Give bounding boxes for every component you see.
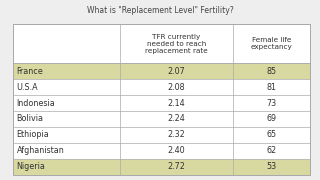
Text: 2.72: 2.72 bbox=[168, 162, 185, 171]
Text: 69: 69 bbox=[267, 114, 277, 123]
Text: Ethiopia: Ethiopia bbox=[17, 130, 49, 139]
Text: 85: 85 bbox=[267, 67, 277, 76]
Text: Female life
expectancy: Female life expectancy bbox=[251, 37, 292, 50]
Text: Indonesia: Indonesia bbox=[17, 99, 55, 108]
Text: U.S.A: U.S.A bbox=[17, 83, 38, 92]
Text: What is "Replacement Level" Fertility?: What is "Replacement Level" Fertility? bbox=[87, 6, 233, 15]
Bar bbox=[13, 127, 310, 143]
Bar bbox=[13, 111, 310, 127]
Text: 62: 62 bbox=[267, 146, 277, 155]
Bar bbox=[13, 95, 310, 111]
Text: 2.14: 2.14 bbox=[168, 99, 185, 108]
Text: 53: 53 bbox=[267, 162, 277, 171]
Bar bbox=[13, 79, 310, 95]
Text: 2.07: 2.07 bbox=[168, 67, 185, 76]
Text: 2.24: 2.24 bbox=[168, 114, 185, 123]
Text: 65: 65 bbox=[267, 130, 277, 139]
Text: Afghanistan: Afghanistan bbox=[17, 146, 64, 155]
Text: 81: 81 bbox=[267, 83, 277, 92]
Text: 2.08: 2.08 bbox=[168, 83, 185, 92]
Text: TFR currently
needed to reach
replacement rate: TFR currently needed to reach replacemen… bbox=[145, 34, 208, 54]
Text: 2.32: 2.32 bbox=[168, 130, 185, 139]
Bar bbox=[13, 63, 310, 79]
Bar bbox=[13, 159, 310, 175]
Bar bbox=[13, 143, 310, 159]
Text: Bolivia: Bolivia bbox=[17, 114, 44, 123]
Text: France: France bbox=[17, 67, 44, 76]
Text: Nigeria: Nigeria bbox=[17, 162, 45, 171]
Text: 73: 73 bbox=[267, 99, 277, 108]
Text: 2.40: 2.40 bbox=[168, 146, 185, 155]
